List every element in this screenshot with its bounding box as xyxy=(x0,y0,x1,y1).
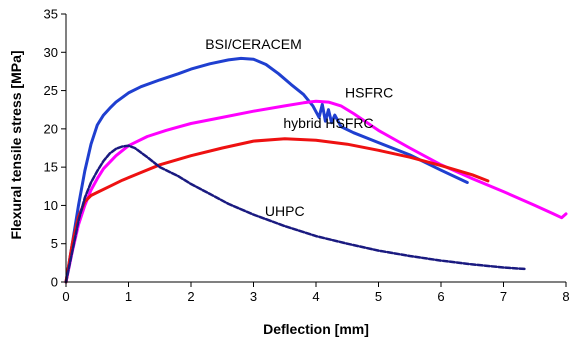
x-tick-label: 0 xyxy=(62,289,69,304)
x-tick-label: 6 xyxy=(437,289,444,304)
y-tick-label: 15 xyxy=(44,160,58,175)
series-line-hsfrc xyxy=(64,99,568,284)
x-tick-label: 5 xyxy=(375,289,382,304)
y-tick-label: 25 xyxy=(44,83,58,98)
y-tick-label: 0 xyxy=(51,275,58,290)
y-tick-layer: 0 5 10 15 20 25 30 35 xyxy=(44,7,66,290)
x-tick-label: 8 xyxy=(562,289,569,304)
series-line-uhpc xyxy=(64,144,527,284)
x-tick-layer: 0 1 2 3 4 5 6 7 8 xyxy=(62,282,570,304)
y-axis-title: Flexural tensile stress [MPa] xyxy=(8,50,24,239)
series-annotation: HSFRC xyxy=(345,84,393,100)
y-tick-label: 30 xyxy=(44,45,58,60)
annotation-layer: BSI/CERACEM HSFRC hybrid HSFRC UHPC xyxy=(205,36,393,219)
y-tick-label: 35 xyxy=(44,7,58,22)
series-annotation: UHPC xyxy=(265,203,305,219)
y-tick-label: 20 xyxy=(44,121,58,136)
series-annotation: BSI/CERACEM xyxy=(205,36,301,52)
series-line-bsi-ceracem xyxy=(64,56,469,284)
series-annotation: hybrid HSFRC xyxy=(283,115,373,131)
x-tick-label: 3 xyxy=(250,289,257,304)
series-layer xyxy=(64,56,568,284)
y-tick-label: 5 xyxy=(51,236,58,251)
x-tick-label: 2 xyxy=(187,289,194,304)
series-line-hybrid-hsfrc xyxy=(64,137,490,284)
x-tick-label: 4 xyxy=(312,289,319,304)
x-tick-label: 1 xyxy=(125,289,132,304)
x-axis-title: Deflection [mm] xyxy=(263,321,369,337)
y-tick-label: 10 xyxy=(44,198,58,213)
x-tick-label: 7 xyxy=(500,289,507,304)
